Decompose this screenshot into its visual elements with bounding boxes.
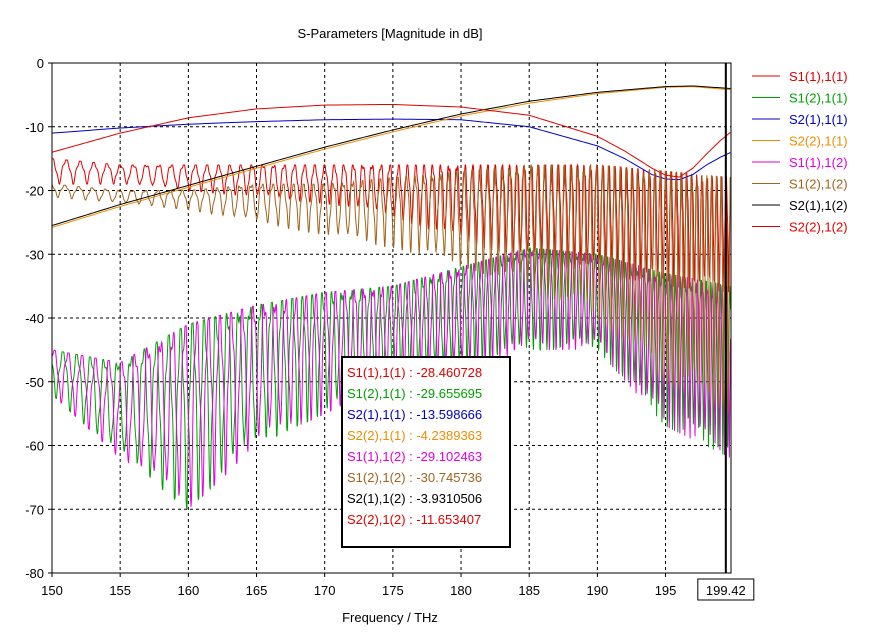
x-tick-label: 170 bbox=[314, 583, 336, 598]
x-tick-label: 190 bbox=[587, 583, 609, 598]
x-tick-label: 165 bbox=[246, 583, 268, 598]
marker: 199.42 S1(1),1(1) : -28.460728 S1(2),1(1) … bbox=[341, 63, 755, 601]
y-tick-label: -70 bbox=[25, 502, 44, 517]
marker-readout-box bbox=[341, 356, 511, 548]
legend-entry: S2(1),1(1) bbox=[789, 112, 848, 127]
y-tick-label: -60 bbox=[25, 439, 44, 454]
marker-readout: S1(1),1(2) : -29.102463 bbox=[347, 449, 482, 464]
marker-readout: S2(2),1(2) : -11.653407 bbox=[347, 512, 481, 527]
y-tick-label: 0 bbox=[37, 56, 44, 71]
legend-entry: S1(2),1(1) bbox=[789, 91, 848, 106]
series-line-s1-2-1-2- bbox=[52, 163, 731, 413]
series-line-s2-1-1-2- bbox=[52, 85, 731, 227]
y-tick-label: -80 bbox=[25, 566, 44, 581]
series-line-s2-1-1-1- bbox=[52, 118, 731, 181]
legend-entry: S1(1),1(1) bbox=[789, 69, 848, 84]
marker-readout: S1(1),1(1) : -28.460728 bbox=[347, 365, 482, 380]
legend: S1(1),1(1) S1(2),1(1) S2(1),1(1) S2(2),1(1)… bbox=[752, 69, 848, 235]
marker-x-box bbox=[697, 578, 755, 601]
legend-entry: S2(1),1(2) bbox=[789, 198, 848, 213]
series-line-s2-2-1-2- bbox=[52, 103, 731, 178]
x-tick-label: 195 bbox=[655, 583, 677, 598]
y-tick-label: -50 bbox=[25, 375, 44, 390]
series-line-s1-1-1-1- bbox=[52, 158, 731, 293]
legend-entry: S1(1),1(2) bbox=[789, 155, 848, 170]
marker-readout: S2(1),1(2) : -3.9310506 bbox=[347, 491, 482, 506]
legend-entry: S2(2),1(2) bbox=[789, 220, 848, 235]
series-line-s2-2-1-1- bbox=[52, 86, 731, 228]
chart-title: S-Parameters [Magnitude in dB] bbox=[298, 26, 483, 41]
marker-readout: S1(2),1(2) : -30.745736 bbox=[347, 470, 482, 485]
y-tick-label: -10 bbox=[25, 120, 44, 135]
x-tick-label: 180 bbox=[450, 583, 472, 598]
marker-readout: S1(2),1(1) : -29.655695 bbox=[347, 386, 482, 401]
axes: 150 155 160 165 170 175 180 185 190 195 0 -10 -20 -30… bbox=[25, 56, 732, 598]
y-tick-label: -40 bbox=[25, 311, 44, 326]
x-axis-label: Frequency / THz bbox=[342, 610, 438, 625]
x-tick-label: 185 bbox=[518, 583, 540, 598]
marker-readout: S2(2),1(1) : -4.2389363 bbox=[347, 428, 482, 443]
y-tick-label: -30 bbox=[25, 247, 44, 262]
marker-readout: S2(1),1(1) : -13.598666 bbox=[347, 407, 482, 422]
marker-x-label: 199.42 bbox=[706, 583, 746, 598]
y-tick-label: -20 bbox=[25, 184, 44, 199]
legend-entry: S2(2),1(1) bbox=[789, 134, 848, 149]
series-group bbox=[52, 85, 731, 510]
x-tick-label: 155 bbox=[109, 583, 131, 598]
legend-entry: S1(2),1(2) bbox=[789, 177, 848, 192]
x-tick-label: 150 bbox=[41, 583, 63, 598]
x-tick-label: 160 bbox=[177, 583, 199, 598]
x-tick-label: 175 bbox=[382, 583, 404, 598]
